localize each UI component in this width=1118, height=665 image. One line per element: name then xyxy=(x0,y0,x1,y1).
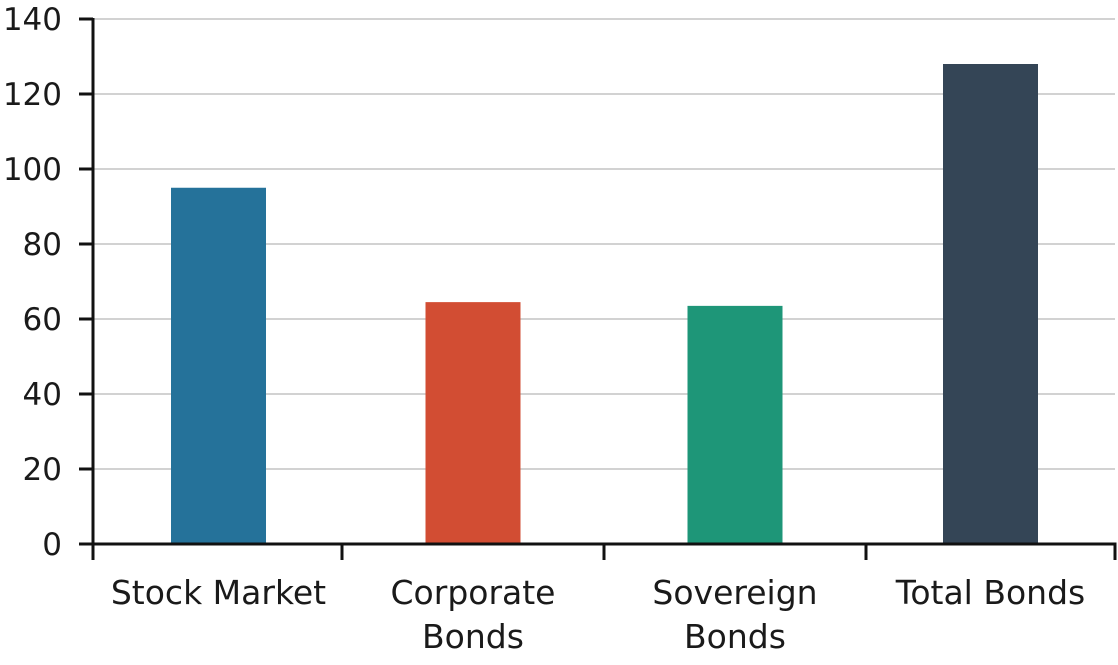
y-tick-label: 60 xyxy=(23,302,62,338)
category-label: Corporate xyxy=(391,573,556,612)
bar xyxy=(425,302,521,544)
y-tick-label: 0 xyxy=(42,527,62,563)
bar xyxy=(687,305,783,544)
bar xyxy=(943,64,1038,544)
category-label: Stock Market xyxy=(111,573,326,612)
category-label: Total Bonds xyxy=(895,573,1085,612)
y-tick-label: 80 xyxy=(23,227,62,263)
y-tick-label: 120 xyxy=(3,77,62,113)
x-axis-category-labels: Stock Market Corporate Bonds Sovereign Bonds… xyxy=(111,573,1085,656)
bar xyxy=(171,187,266,544)
y-tick-label: 140 xyxy=(3,2,62,38)
y-tick-label: 100 xyxy=(3,152,62,188)
category-label: Bonds xyxy=(684,617,786,656)
bars xyxy=(171,64,1038,544)
y-tick-label: 20 xyxy=(23,452,62,488)
y-tick-label: 40 xyxy=(23,377,62,413)
category-label: Bonds xyxy=(422,617,524,656)
axes xyxy=(79,17,1117,560)
y-axis-tick-labels: 0 20 40 60 80 100 120 140 xyxy=(3,2,62,563)
category-label: Sovereign xyxy=(652,573,817,612)
